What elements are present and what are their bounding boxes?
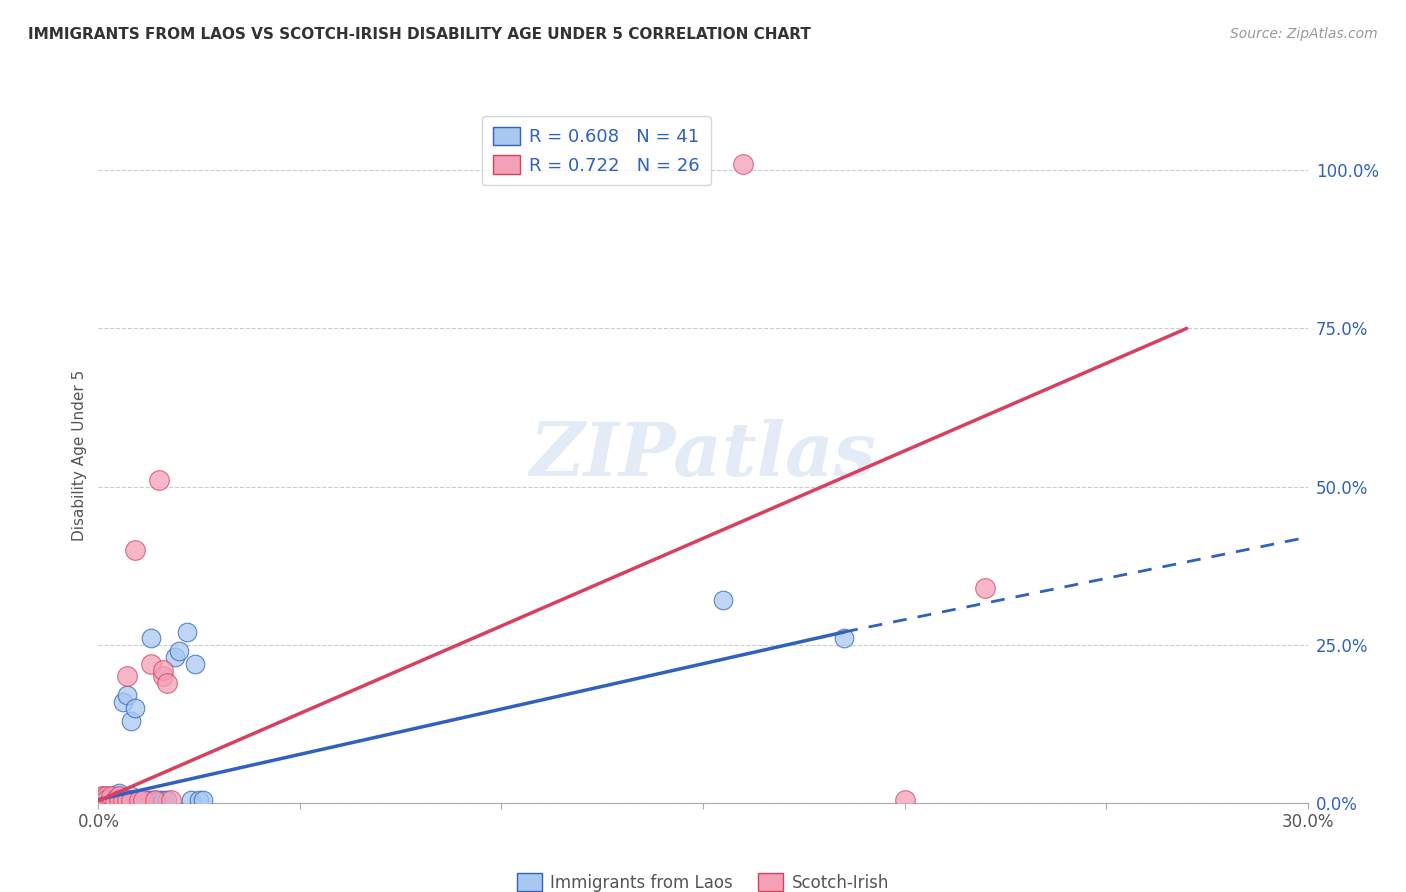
Point [180,792,202,806]
Point [111,792,134,806]
Point [167,644,190,658]
Point [152,669,174,683]
Point [107,789,129,804]
Point [128,792,150,806]
Point [107,792,129,806]
Point [100,792,122,806]
Point [188,792,211,806]
Point [163,650,186,665]
Point [96,792,118,806]
Point [139,632,162,646]
Point [893,792,915,806]
Point [711,593,734,607]
Point [103,792,125,806]
Point [832,632,855,646]
Point [96,789,118,804]
Y-axis label: Disability Age Under 5: Disability Age Under 5 [72,369,87,541]
Point [115,792,138,806]
Point [148,792,170,806]
Point [103,789,125,804]
Text: IMMIGRANTS FROM LAOS VS SCOTCH-IRISH DISABILITY AGE UNDER 5 CORRELATION CHART: IMMIGRANTS FROM LAOS VS SCOTCH-IRISH DIS… [28,27,811,42]
Point [111,792,134,806]
Point [96,789,118,804]
Point [91,792,114,806]
Point [107,792,129,806]
Point [139,792,162,806]
Point [115,688,138,702]
Point [733,157,755,171]
Point [103,792,125,806]
Point [128,792,150,806]
Point [120,792,142,806]
Point [156,675,179,690]
Point [124,701,146,715]
Point [115,792,138,806]
Point [124,792,146,806]
Point [135,792,157,806]
Text: Source: ZipAtlas.com: Source: ZipAtlas.com [1230,27,1378,41]
Point [974,581,997,595]
Point [91,789,114,804]
Point [132,792,155,806]
Point [143,792,166,806]
Point [120,789,142,804]
Text: ZIPatlas: ZIPatlas [530,418,876,491]
Point [148,473,170,487]
Point [124,542,146,557]
Point [91,789,114,804]
Point [139,657,162,671]
Point [156,792,179,806]
Point [160,792,183,806]
Point [107,789,129,804]
Point [96,792,118,806]
Point [91,792,114,806]
Point [91,792,114,806]
Point [152,663,174,677]
Point [193,792,215,806]
Point [107,786,129,800]
Point [152,792,174,806]
Point [100,792,122,806]
Legend: R = 0.608   N = 41, R = 0.722   N = 26: R = 0.608 N = 41, R = 0.722 N = 26 [482,116,710,186]
Point [111,695,134,709]
Point [184,657,207,671]
Point [100,789,122,804]
Point [115,669,138,683]
Point [143,792,166,806]
Point [132,792,155,806]
Point [96,792,118,806]
Point [120,714,142,728]
Point [176,625,198,640]
Point [103,792,125,806]
Point [100,789,122,804]
Point [100,792,122,806]
